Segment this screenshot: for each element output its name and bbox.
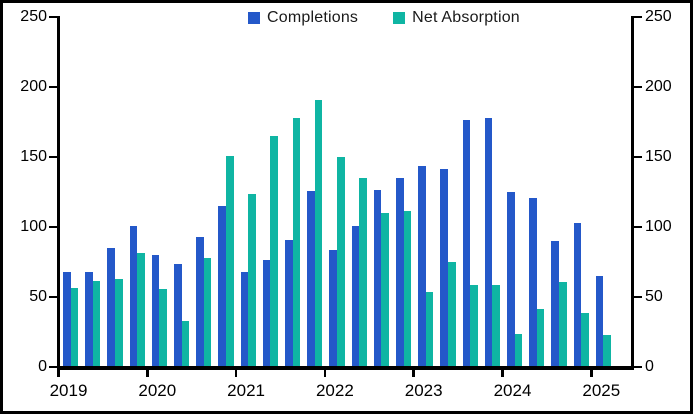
y-axis-label-right: 250: [645, 8, 672, 25]
x-axis-label: 2019: [49, 381, 88, 400]
x-tick: [501, 370, 504, 377]
net-absorption-swatch-icon: [393, 12, 406, 24]
completions-swatch-icon: [248, 12, 260, 24]
y-axis-label-right: 150: [645, 148, 672, 165]
bar-net-absorption-2020-Q3: [203, 258, 212, 366]
bar-completions-2024-Q1: [507, 192, 515, 366]
x-axis-label: 2024: [493, 381, 532, 400]
y-tick-left: [49, 155, 57, 159]
y-axis-label-left: 250: [20, 8, 47, 25]
y-axis-label-left: 100: [20, 218, 47, 235]
x-axis-label: 2022: [315, 381, 354, 400]
y-tick-right: [634, 15, 642, 19]
bar-completions-2024-Q3: [551, 241, 559, 366]
bar-net-absorption-2023-Q3: [470, 284, 478, 366]
y-tick-right: [634, 295, 642, 299]
bar-net-absorption-2024-Q1: [514, 333, 523, 366]
bar-net-absorption-2020-Q4: [226, 156, 234, 366]
y-axis-label-right: 100: [645, 218, 672, 235]
bar-completions-2024-Q2: [529, 198, 537, 366]
bar-net-absorption-2024-Q2: [536, 308, 545, 366]
bar-net-absorption-2023-Q4: [492, 284, 500, 366]
bar-net-absorption-2023-Q1: [425, 291, 434, 366]
bar-completions-2022-Q2: [351, 226, 360, 366]
bar-completions-2023-Q1: [418, 165, 426, 366]
bar-net-absorption-2020-Q2: [181, 321, 190, 366]
y-tick-left: [49, 85, 57, 89]
x-axis-label: 2020: [138, 381, 177, 400]
bar-completions-2022-Q4: [396, 178, 404, 366]
y-axis-label-right: 200: [645, 78, 672, 95]
y-tick-left: [49, 15, 57, 19]
bar-completions-2019-Q3: [107, 248, 115, 366]
bar-net-absorption-2022-Q2: [359, 178, 367, 366]
x-tick: [412, 370, 415, 377]
x-tick: [323, 370, 327, 377]
bar-net-absorption-2019-Q1: [70, 287, 79, 366]
bar-net-absorption-2020-Q1: [159, 289, 167, 366]
bar-net-absorption-2022-Q1: [337, 157, 345, 366]
bar-net-absorption-2019-Q3: [115, 279, 123, 366]
y-axis-label-left: 0: [38, 358, 47, 375]
bar-net-absorption-2022-Q3: [381, 213, 389, 366]
y-axis-label-left: 50: [29, 288, 47, 305]
y-axis-label-right: 0: [645, 358, 654, 375]
y-tick-right: [634, 155, 642, 159]
x-axis-label: 2021: [227, 381, 265, 400]
legend-item-completions: Completions: [248, 9, 358, 27]
bar-net-absorption-2021-Q3: [292, 118, 301, 366]
y-axis-label-right: 50: [645, 288, 663, 305]
x-tick: [590, 370, 593, 377]
legend-label-net-absorption: Net Absorption: [412, 9, 520, 26]
bar-completions-2024-Q4: [573, 223, 582, 366]
bar-completions-2023-Q4: [484, 118, 493, 366]
x-tick: [234, 370, 238, 377]
bar-net-absorption-2021-Q2: [270, 136, 278, 366]
y-tick-left: [49, 225, 57, 229]
legend-item-net-absorption: Net Absorption: [393, 9, 520, 27]
y-tick-right: [634, 225, 642, 229]
x-axis-label: 2023: [404, 381, 443, 400]
y-tick-right: [634, 365, 642, 369]
bar-completions-2019-Q1: [63, 272, 71, 366]
bar-net-absorption-2023-Q2: [448, 262, 456, 366]
bar-net-absorption-2021-Q1: [248, 193, 256, 366]
y-axis-label-left: 200: [20, 78, 47, 95]
bar-completions-2020-Q1: [151, 255, 160, 366]
bar-completions-2021-Q1: [240, 272, 249, 366]
bar-net-absorption-2022-Q4: [403, 210, 412, 366]
bar-completions-2019-Q4: [129, 226, 138, 366]
legend: Completions Net Absorption: [248, 9, 520, 27]
bar-net-absorption-2025-Q1: [603, 335, 611, 366]
y-tick-left: [49, 295, 57, 299]
y-axis-left: [56, 16, 60, 370]
bar-net-absorption-2024-Q3: [559, 282, 567, 366]
bar-net-absorption-2019-Q2: [92, 280, 101, 366]
x-axis-label: 2025: [582, 381, 621, 400]
bar-completions-2022-Q3: [373, 189, 382, 366]
bar-completions-2022-Q1: [329, 249, 337, 366]
bar-net-absorption-2024-Q4: [581, 312, 589, 366]
bar-net-absorption-2021-Q4: [314, 100, 323, 366]
bar-completions-2023-Q2: [440, 168, 448, 366]
x-axis: [56, 366, 634, 370]
bar-net-absorption-2019-Q4: [137, 252, 145, 366]
x-tick: [146, 370, 149, 377]
y-tick-left: [49, 365, 57, 369]
bar-completions-2021-Q4: [307, 191, 315, 366]
bar-completions-2025-Q1: [595, 276, 604, 366]
bar-completions-2019-Q2: [85, 272, 93, 366]
bar-completions-2021-Q3: [285, 240, 293, 366]
bar-completions-2020-Q3: [196, 237, 204, 366]
bar-completions-2020-Q4: [218, 206, 226, 366]
y-axis-label-left: 150: [20, 148, 47, 165]
legend-label-completions: Completions: [267, 9, 359, 26]
y-tick-right: [634, 85, 642, 89]
x-tick: [57, 370, 60, 377]
bar-completions-2020-Q2: [174, 263, 182, 366]
y-axis-right: [631, 16, 634, 370]
bar-completions-2021-Q2: [262, 259, 271, 366]
bar-completions-2023-Q3: [462, 119, 471, 366]
